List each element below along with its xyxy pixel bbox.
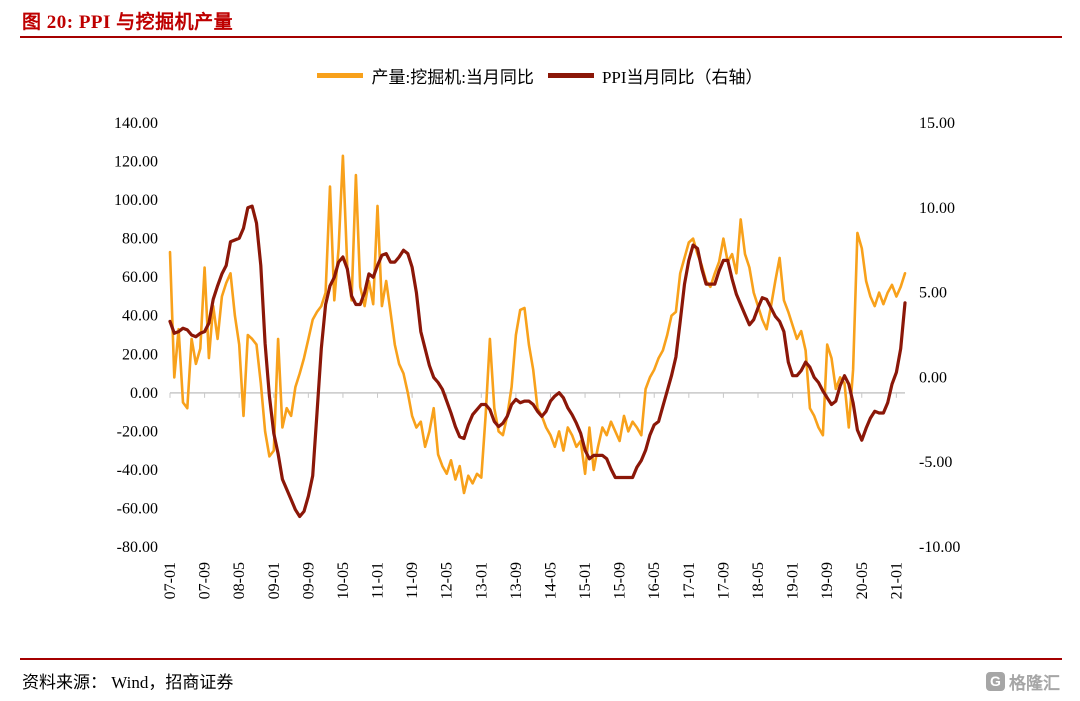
x-axis-tick-label: 11-01 [370,562,387,599]
left-axis-tick-label: -80.00 [117,539,158,556]
x-axis-tick-label: 17-09 [715,562,732,599]
x-axis-tick-label: 15-09 [612,562,629,599]
x-axis-tick-label: 08-05 [231,562,248,599]
right-axis-tick-label: -10.00 [919,539,960,556]
x-axis-tick-label: 13-01 [473,562,490,599]
x-axis-tick-label: 13-09 [508,562,525,599]
x-axis-tick-label: 14-05 [542,562,559,599]
x-axis-tick-label: 07-01 [162,562,179,599]
bottom-divider [20,658,1062,660]
left-axis-tick-label: 60.00 [122,269,158,286]
left-axis-tick-label: 20.00 [122,346,158,363]
legend-item-excavator: 产量:挖掘机:当月同比 [317,63,534,88]
left-axis-tick-label: 120.00 [114,154,158,171]
x-axis-tick-label: 21-01 [888,562,905,599]
legend-item-ppi: PPI当月同比（右轴） [547,63,763,88]
top-divider [20,36,1062,38]
x-axis-tick-label: 17-01 [681,562,698,599]
gelonghui-logo: G 格隆汇 [986,669,1060,694]
right-axis-tick-label: 5.00 [919,285,947,302]
excavator-series-line [168,154,907,495]
excavator-line-swatch [317,73,364,78]
x-axis-tick-label: 12-05 [439,562,456,599]
source-note: 资料来源： Wind，招商证券 [22,673,234,692]
line-chart: 07-01 07-09 08-05 09-01 09-09 10-05 11-01 11-09… [114,115,960,599]
x-axis-tick-label: 15-01 [577,562,594,599]
right-axis-tick-label: 0.00 [919,369,947,386]
left-axis-tick-label: -20.00 [117,423,158,440]
x-axis-tick-label: 16-05 [646,562,663,599]
left-axis-tick-label: -40.00 [117,462,158,479]
ppi-series-line [168,204,907,519]
x-axis-tick-label: 07-09 [197,562,214,599]
gelonghui-logo-icon: G [986,672,1005,691]
figure-title: 图 20: PPI 与挖掘机产量 [22,7,1058,34]
chart-legend: 产量:挖掘机:当月同比 PPI当月同比（右轴） [0,63,1080,88]
left-axis-tick-label: 0.00 [130,385,158,402]
x-axis-tick-label: 10-05 [335,562,352,599]
right-axis-tick-label: 10.00 [919,200,955,217]
legend-label-excavator: 产量:挖掘机:当月同比 [371,68,534,87]
right-axis-tick-label: 15.00 [919,115,955,132]
x-axis-tick-label: 18-05 [750,562,767,599]
legend-label-ppi: PPI当月同比（右轴） [601,68,763,87]
left-axis-tick-label: 80.00 [122,231,158,248]
x-axis-tick-label: 20-05 [854,562,871,599]
x-axis-tick-label: 09-01 [266,562,283,599]
x-axis-tick-label: 11-09 [404,562,421,599]
x-axis-tick-label: 19-09 [819,562,836,599]
right-axis-tick-label: -5.00 [919,454,952,471]
figure-title-text: 图 20: PPI 与挖掘机产量 [22,12,234,33]
left-axis-tick-label: 40.00 [122,308,158,325]
x-axis-tick-label: 09-09 [300,562,317,599]
left-axis-tick-label: 140.00 [114,115,158,132]
left-axis-tick-label: 100.00 [114,192,158,209]
ppi-line-swatch [547,73,594,78]
left-axis-tick-label: -60.00 [117,500,158,517]
x-axis-tick-label: 19-01 [785,562,802,599]
gelonghui-logo-text: 格隆汇 [1009,674,1060,693]
